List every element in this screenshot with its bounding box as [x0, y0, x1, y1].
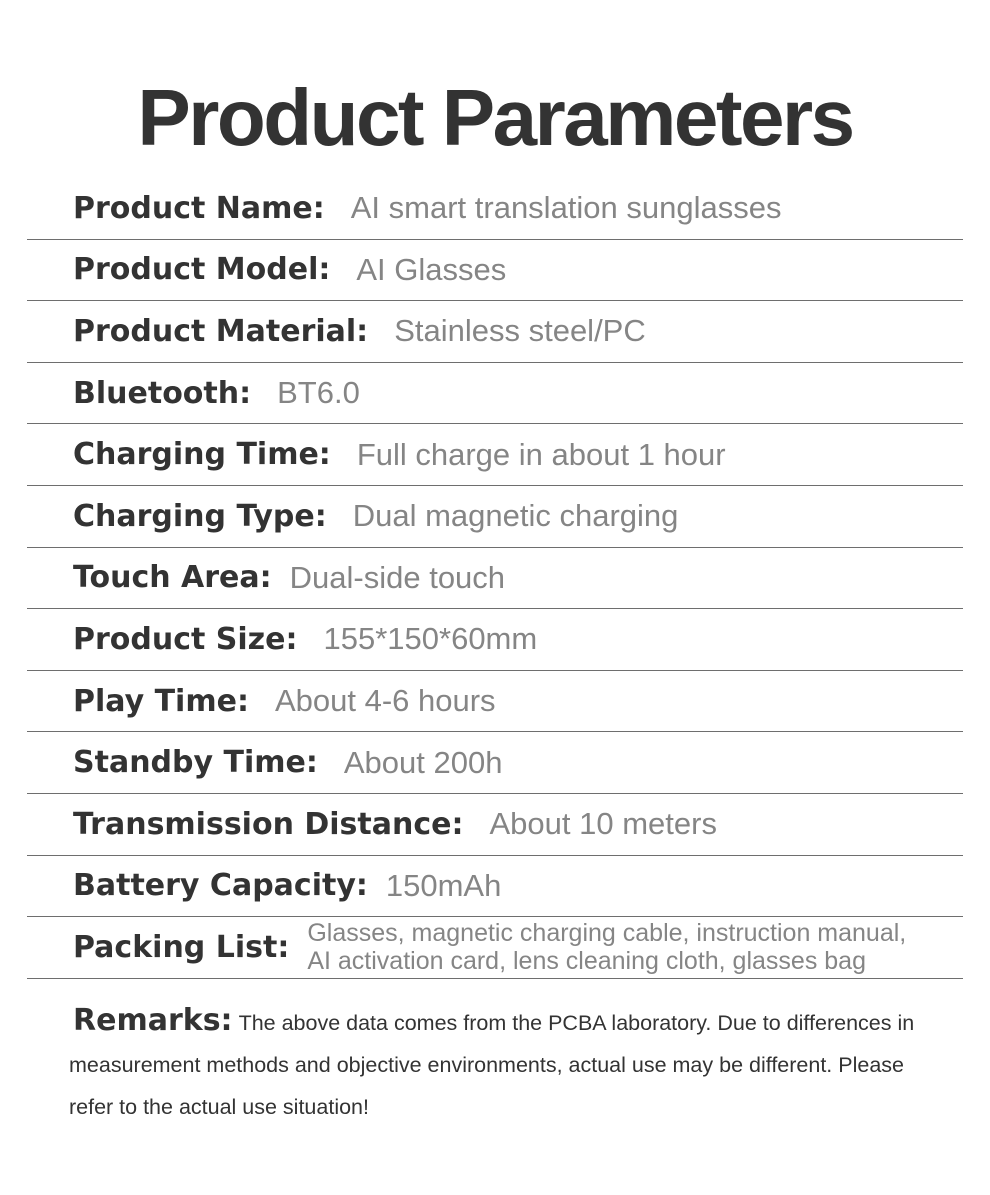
remarks: Remarks: The above data comes from the PC… — [69, 1000, 949, 1128]
param-value: Stainless steel/PC — [394, 313, 646, 349]
param-label: Charging Time: — [73, 437, 331, 473]
param-value: Dual-side touch — [289, 559, 506, 595]
param-row-transmission-distance: Transmission Distance: About 10 meters — [27, 794, 963, 856]
param-label: Battery Capacity: — [73, 868, 368, 904]
param-row-touch-area: Touch Area: Dual-side touch — [27, 548, 963, 610]
param-value: 155*150*60mm — [323, 621, 538, 657]
param-label: Product Name: — [73, 190, 325, 226]
param-label: Product Material: — [73, 313, 369, 349]
param-value: About 200h — [343, 744, 503, 780]
param-label: Product Model: — [73, 252, 331, 288]
param-label: Bluetooth: — [73, 375, 252, 411]
param-row-standby-time: Standby Time: About 200h — [27, 732, 963, 794]
param-value: 150mAh — [385, 867, 502, 903]
param-row-product-material: Product Material: Stainless steel/PC — [27, 301, 963, 363]
remarks-text: The above data comes from the PCBA labor… — [69, 1011, 915, 1119]
param-value: BT6.0 — [277, 375, 360, 411]
page-title: Product Parameters — [137, 73, 855, 162]
param-label: Product Size: — [73, 621, 298, 657]
param-row-packing-list: Packing List: Glasses, magnetic charging … — [27, 917, 963, 979]
param-label: Touch Area: — [73, 560, 272, 596]
param-value: Dual magnetic charging — [352, 498, 679, 534]
param-value: Full charge in about 1 hour — [356, 436, 726, 472]
packing-list-line-1: Glasses, magnetic charging cable, instru… — [307, 919, 907, 948]
param-row-charging-time: Charging Time: Full charge in about 1 hou… — [27, 424, 963, 486]
param-value: Glasses, magnetic charging cable, instru… — [307, 919, 906, 975]
param-row-battery-capacity: Battery Capacity: 150mAh — [27, 856, 963, 918]
param-label: Play Time: — [73, 683, 249, 719]
param-row-play-time: Play Time: About 4-6 hours — [27, 671, 963, 733]
param-row-charging-type: Charging Type: Dual magnetic charging — [27, 486, 963, 548]
param-label: Packing List: — [73, 929, 290, 965]
packing-list-line-2: AI activation card, lens cleaning cloth,… — [307, 947, 866, 976]
parameters-table: Product Name: AI smart translation sungla… — [27, 178, 963, 979]
param-value: About 10 meters — [489, 806, 717, 842]
param-label: Transmission Distance: — [73, 806, 464, 842]
param-value: AI Glasses — [356, 251, 507, 287]
param-row-product-size: Product Size: 155*150*60mm — [27, 609, 963, 671]
param-row-product-model: Product Model: AI Glasses — [27, 240, 963, 302]
param-label: Charging Type: — [73, 498, 327, 534]
param-value: About 4-6 hours — [274, 683, 496, 719]
remarks-label: Remarks: — [73, 1003, 233, 1038]
param-row-product-name: Product Name: AI smart translation sungla… — [27, 178, 963, 240]
param-value: AI smart translation sunglasses — [350, 190, 782, 226]
param-row-bluetooth: Bluetooth: BT6.0 — [27, 363, 963, 425]
param-label: Standby Time: — [73, 745, 318, 781]
